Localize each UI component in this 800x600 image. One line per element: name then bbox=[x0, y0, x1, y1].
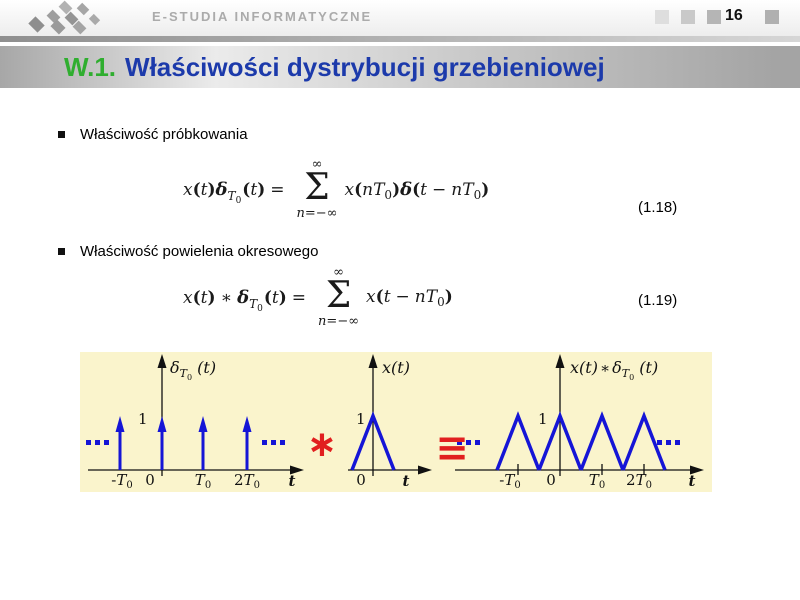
tick-label-T0: T0 bbox=[588, 471, 606, 491]
identity-operator: ≡ bbox=[435, 425, 469, 471]
logo-diamond bbox=[76, 2, 90, 16]
tick-label-zero: 0 bbox=[546, 471, 556, 489]
sum-upper-limit: ∞ bbox=[333, 265, 344, 281]
equation-sampling: x(t)δT0(t) = ∞ Σ n=−∞ x(nT0)δ(t − nT0) bbox=[183, 154, 489, 224]
title-prefix: W.1. bbox=[64, 51, 117, 82]
bullet-square-icon bbox=[58, 248, 65, 255]
tick-label-T0: T0 bbox=[194, 471, 212, 491]
equation-lhs: x(t)δT0(t) = bbox=[183, 178, 285, 206]
amplitude-one-label: 1 bbox=[356, 410, 366, 428]
bullet-label: Właściwość próbkowania bbox=[80, 126, 248, 143]
title-bar: W.1. Właściwości dystrybucji grzebieniow… bbox=[0, 46, 800, 88]
brand-text: E-STUDIA INFORMATYCZNE bbox=[152, 9, 373, 24]
page-title: Właściwości dystrybucji grzebieniowej bbox=[125, 51, 605, 82]
tick-label-minus-T0: -T0 bbox=[499, 471, 521, 491]
bullet-label: Właściwość powielenia okresowego bbox=[80, 243, 319, 260]
left-panel-axes bbox=[88, 366, 290, 476]
decorative-square-icon bbox=[681, 10, 695, 24]
figure-graphics bbox=[86, 354, 704, 476]
header-bar: E-STUDIA INFORMATYCZNE 16 bbox=[0, 0, 800, 36]
logo-diamond bbox=[28, 16, 45, 33]
brand-logo-icon bbox=[22, 0, 122, 35]
convolution-operator: ∗ bbox=[306, 424, 338, 465]
amplitude-one-label: 1 bbox=[538, 410, 548, 428]
left-panel-axis-arrowheads bbox=[157, 354, 304, 475]
tick-label-minus-T0: -T0 bbox=[111, 471, 133, 491]
bullet-item-periodic: Właściwość powielenia okresowego bbox=[58, 243, 318, 260]
decorative-square-icon bbox=[765, 10, 779, 24]
equation-number: (1.18) bbox=[638, 199, 678, 216]
left-axis-label: δT0 (t) bbox=[170, 358, 217, 382]
mid-panel-axes bbox=[348, 366, 418, 476]
time-axis-label: t bbox=[688, 472, 696, 490]
logo-diamond bbox=[88, 13, 101, 26]
impulse-arrows bbox=[115, 416, 252, 470]
comb-convolution-figure: δT0 (t) 1 -T0 0 T0 2T0 t ∗ x(t) 1 0 t ≡ … bbox=[80, 352, 712, 492]
summation-symbol: ∞ Σ n=−∞ bbox=[296, 158, 337, 219]
equation-periodic: x(t) ∗ δT0(t) = ∞ Σ n=−∞ x(t − nT0) bbox=[183, 262, 453, 332]
sum-lower-limit: n=−∞ bbox=[318, 313, 360, 329]
periodic-triangles bbox=[495, 411, 667, 471]
time-axis-label: t bbox=[402, 472, 410, 490]
ellipsis-dots bbox=[86, 440, 285, 445]
logo-diamond bbox=[72, 20, 87, 35]
equation-number: (1.19) bbox=[638, 292, 678, 309]
tick-label-2T0: 2T0 bbox=[234, 471, 260, 491]
bullet-item-sampling: Właściwość próbkowania bbox=[58, 126, 248, 143]
ellipsis-dots bbox=[457, 440, 680, 445]
equation-rhs: x(t − nT0) bbox=[366, 287, 453, 309]
time-axis-label: t bbox=[288, 472, 296, 490]
sum-upper-limit: ∞ bbox=[311, 157, 323, 173]
tick-label-zero: 0 bbox=[356, 471, 366, 489]
tick-label-2T0: 2T0 bbox=[626, 471, 652, 491]
decorative-square-icon bbox=[655, 10, 669, 24]
bullet-square-icon bbox=[58, 131, 65, 138]
header-divider bbox=[0, 36, 800, 42]
amplitude-one-label: 1 bbox=[138, 410, 148, 428]
tick-label-zero: 0 bbox=[145, 471, 155, 489]
equation-lhs: x(t) ∗ δT0(t) = bbox=[183, 286, 307, 314]
sum-lower-limit: n=−∞ bbox=[296, 205, 338, 221]
right-axis-label: x(t) ∗ δT0 (t) bbox=[570, 358, 659, 382]
right-panel-axes bbox=[455, 366, 690, 476]
decorative-square-icon bbox=[707, 10, 721, 24]
summation-symbol: ∞ Σ n=−∞ bbox=[318, 266, 359, 327]
equation-rhs: x(nT0)δ(t − nT0) bbox=[344, 178, 490, 202]
page-number: 16 bbox=[725, 7, 743, 24]
mid-panel-axis-arrowheads bbox=[368, 354, 432, 475]
mid-axis-label: x(t) bbox=[382, 358, 410, 377]
sigma-glyph: Σ bbox=[325, 275, 352, 317]
triangle-pulse bbox=[350, 411, 396, 471]
right-panel-axis-arrowheads bbox=[555, 354, 704, 475]
sigma-glyph: Σ bbox=[304, 167, 330, 209]
